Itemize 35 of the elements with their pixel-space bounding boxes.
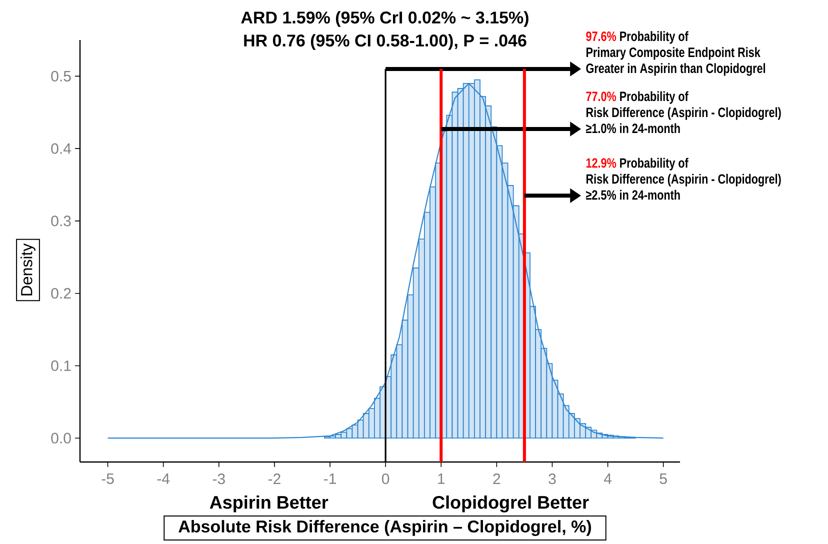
x-tick-label: 3 (548, 474, 556, 484)
x-tick-label: 2 (493, 474, 500, 484)
annotation: Primary Composite Endpoint Risk (586, 47, 760, 60)
x-tick-label: 4 (604, 474, 612, 484)
x-tick-label: -2 (268, 474, 280, 484)
chart-subtitle: HR 0.76 (95% CI 0.58-1.00), P = .046 (244, 34, 526, 50)
annotation: Probability of (620, 31, 688, 44)
y-axis-title: Density (20, 243, 36, 296)
annotation: 12.9% (586, 158, 616, 168)
x-tick-label: -3 (212, 474, 225, 484)
annotation: 97.6% (586, 32, 616, 42)
annotation: ≥1.0% in 24-month (586, 123, 680, 134)
annotation: 77.0% (586, 92, 616, 102)
chart-title: ARD 1.59% (95% CrI 0.02% ~ 3.15%) (241, 11, 528, 27)
y-tick-label: 0.5 (51, 70, 71, 82)
x-axis-title: Absolute Risk Difference (Aspirin – Clopidogrel, %) (178, 520, 591, 536)
y-tick-label: 0.2 (51, 288, 71, 299)
y-tick-label: 0.1 (51, 360, 71, 372)
x-tick-label: 1 (438, 474, 445, 484)
y-tick-label: 0.3 (51, 216, 71, 226)
annotation: Risk Difference (Aspirin - Clopidogrel) (586, 174, 781, 186)
annotation: Greater in Aspirin than Clopidogrel (586, 63, 766, 76)
x-tick-label: -1 (324, 474, 336, 484)
y-tick-label: 0.0 (51, 432, 71, 444)
y-tick-label: 0.4 (51, 143, 72, 154)
text: Aspirin Better (210, 496, 328, 512)
annotation: ≥2.5% in 24-month (586, 190, 680, 200)
annotation: Probability of (620, 158, 688, 170)
x-tick-label: 0 (382, 474, 390, 484)
x-tick-label: -4 (157, 474, 170, 484)
x-tick-label: -5 (102, 474, 114, 484)
annotation: Risk Difference (Aspirin - Clopidogrel) (586, 107, 781, 120)
text: Clopidogrel Better (432, 496, 589, 512)
x-tick-label: 5 (660, 474, 667, 484)
annotation: Probability of (620, 91, 688, 104)
